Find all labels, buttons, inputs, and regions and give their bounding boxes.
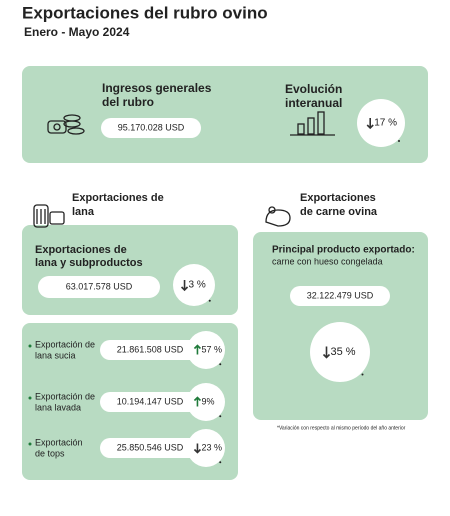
trend-arrow: [193, 448, 202, 454]
bullet: [28, 442, 32, 446]
wool-heading: lana: [72, 206, 95, 218]
change-badge: [310, 322, 370, 382]
item-label: lana lavada: [35, 402, 81, 412]
amount: 21.861.508 USD: [117, 344, 184, 354]
amount: 32.122.479 USD: [307, 290, 374, 300]
trend-arrow: [322, 353, 331, 359]
amount-pill: [100, 340, 206, 360]
wool-total-title: lana y subproductos: [35, 257, 143, 269]
bullet: [28, 344, 32, 348]
amount-pill: [100, 392, 206, 412]
trend-arrow: [366, 124, 374, 130]
item-label: Exportación de: [35, 391, 95, 401]
change-value: 35 %: [331, 346, 356, 358]
change-badge: [187, 383, 225, 421]
trend-arrow: [180, 286, 189, 292]
item-label: Exportación: [35, 437, 83, 447]
item-label: de tops: [35, 448, 65, 458]
change-value: 17 %: [374, 118, 397, 129]
amount-pill: [38, 276, 160, 298]
badge-dot: [219, 415, 222, 418]
change-badge: [187, 429, 225, 467]
bullet: [28, 396, 32, 400]
summary-title: Ingresos generales: [102, 81, 212, 95]
badge-dot: [219, 363, 222, 366]
spool-icon: [33, 204, 65, 228]
summary-panel: [22, 66, 428, 163]
wool-total-title: Exportaciones de: [35, 244, 127, 256]
change-value: 23 %: [201, 442, 222, 452]
change-value: 3 %: [189, 280, 206, 291]
amount-pill: [101, 118, 201, 138]
change-value: 9%: [201, 396, 214, 406]
bars-icon: [290, 111, 335, 136]
change-badge: [357, 99, 405, 147]
coins-icon: [47, 114, 85, 135]
badge-dot: [398, 140, 400, 142]
summary-title: del rubro: [102, 95, 154, 109]
amount: 95.170.028 USD: [118, 122, 185, 132]
change-badge: [173, 264, 215, 306]
amount: 25.850.546 USD: [117, 442, 184, 452]
meat-title: Principal producto exportado:: [272, 245, 415, 256]
meat-icon: [265, 206, 291, 227]
item-label: lana sucia: [35, 350, 76, 360]
amount-pill: [100, 438, 206, 458]
change-badge: [187, 331, 225, 369]
meat-heading: de carne ovina: [300, 206, 378, 218]
change-value: 57 %: [201, 344, 222, 354]
trend-arrow: [193, 344, 202, 350]
badge-dot: [208, 299, 211, 302]
subtitle: Enero - Mayo 2024: [24, 25, 130, 39]
trend-arrow: [193, 396, 202, 402]
amount-pill: [290, 286, 390, 306]
footnote: *Variación con respecto al mismo período…: [277, 425, 406, 431]
amount: 63.017.578 USD: [66, 281, 133, 291]
change-title: Evolución: [285, 82, 342, 96]
badge-dot: [219, 461, 222, 464]
item-label: Exportación de: [35, 339, 95, 349]
title: Exportaciones del rubro ovino: [22, 3, 268, 22]
wool-heading: Exportaciones de: [72, 192, 164, 204]
badge-dot: [361, 373, 364, 376]
amount: 10.194.147 USD: [117, 396, 184, 406]
change-title: interanual: [285, 96, 342, 110]
meat-product: carne con hueso congelada: [272, 256, 383, 266]
meat-heading: Exportaciones: [300, 192, 376, 204]
